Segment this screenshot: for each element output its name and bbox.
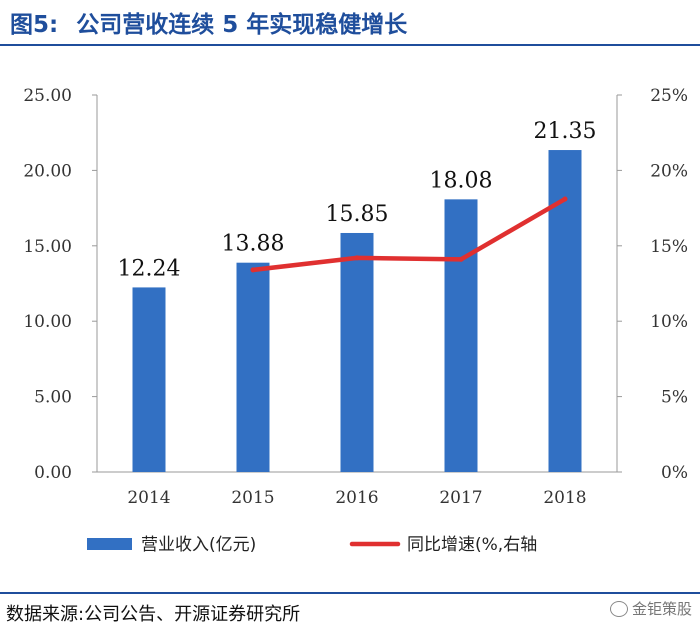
y-left-tick-label: 25.00 xyxy=(23,86,72,106)
y-left-tick-label: 5.00 xyxy=(34,388,72,408)
source-note: 数据来源:公司公告、开源证券研究所 xyxy=(6,604,301,625)
bar-value-label: 13.88 xyxy=(222,232,285,257)
x-tick-label: 2018 xyxy=(543,488,586,508)
bar-value-label: 18.08 xyxy=(430,168,493,193)
x-tick-label: 2015 xyxy=(231,488,274,508)
revenue-chart: 0.00 5.00 10.00 15.00 20.00 25.00 0% 5% 10% 15% 20… xyxy=(23,86,688,555)
x-tick-label: 2016 xyxy=(335,488,378,508)
watermark: 金钜策股 xyxy=(609,598,692,619)
watermark-text: 金钜策股 xyxy=(631,600,692,618)
x-tick-label: 2017 xyxy=(439,488,482,508)
source-rule xyxy=(0,592,700,594)
bar-2016 xyxy=(340,232,374,472)
growth-point-2017 xyxy=(458,256,464,262)
growth-point-2018 xyxy=(562,196,568,202)
wechat-icon xyxy=(609,600,628,617)
y-left-tick-label: 20.00 xyxy=(23,161,72,181)
figure-title: 图5: 公司营收连续 5 年实现稳健增长 xyxy=(10,8,407,42)
bar-2015 xyxy=(236,262,270,472)
legend-bar-swatch xyxy=(87,538,132,550)
legend-line-label: 同比增速(%,右轴 xyxy=(407,535,537,555)
title-rule xyxy=(0,44,700,46)
y-right-tick-label: 25% xyxy=(650,86,688,106)
y-left-tick-label: 0.00 xyxy=(34,463,72,483)
bar-value-label: 21.35 xyxy=(534,119,597,144)
y-right-tick-label: 15% xyxy=(650,237,688,257)
x-tick-label: 2014 xyxy=(127,488,170,508)
bar-value-label: 15.85 xyxy=(326,202,389,227)
figure-label: 图5: xyxy=(10,12,59,38)
growth-point-2015 xyxy=(250,267,256,273)
bar-2014 xyxy=(132,287,166,472)
y-left-tick-label: 10.00 xyxy=(23,312,72,332)
growth-line xyxy=(250,196,568,273)
legend-bar-label: 营业收入(亿元) xyxy=(141,535,256,555)
growth-point-2016 xyxy=(354,255,360,261)
figure-title-text: 公司营收连续 5 年实现稳健增长 xyxy=(76,12,408,38)
y-left-tick-label: 15.00 xyxy=(23,237,72,257)
y-right-tick-label: 0% xyxy=(661,463,688,483)
y-right-tick-label: 10% xyxy=(650,312,688,332)
bar-value-label: 12.24 xyxy=(118,256,181,281)
bar-2017 xyxy=(444,199,478,472)
y-right-tick-label: 20% xyxy=(650,161,688,181)
y-right-tick-label: 5% xyxy=(661,388,688,408)
